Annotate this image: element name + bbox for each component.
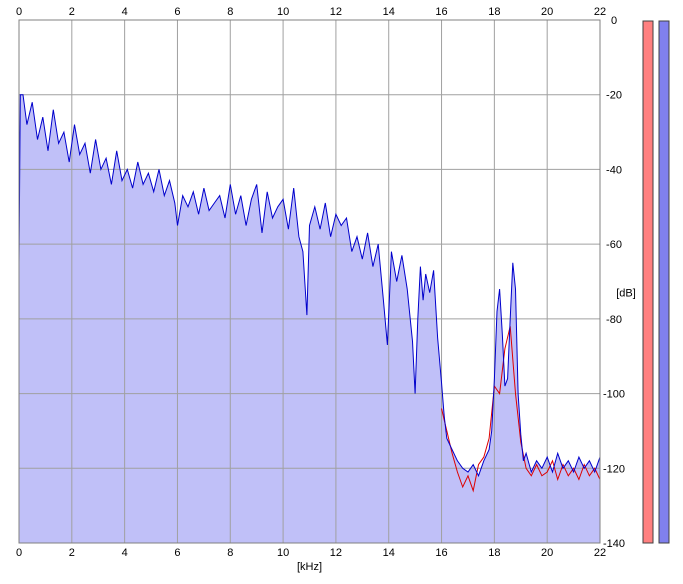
y-tick-label: -140	[603, 538, 625, 550]
y-tick-label: -80	[606, 314, 622, 326]
x-tick-label-top: 10	[277, 6, 289, 18]
x-tick-label-bottom: 14	[383, 547, 395, 559]
x-tick-labels-bottom: 0 2 4 6 8 10 12 14 16 18 20 22	[16, 547, 606, 559]
level-meters	[642, 20, 670, 544]
y-tick-label: -100	[603, 389, 625, 401]
x-tick-label-bottom: 6	[174, 547, 180, 559]
y-tick-label: -40	[606, 164, 622, 176]
spectrum-line-blue	[18, 94, 601, 478]
plot-frame	[18, 19, 601, 544]
y-tick-label: -20	[606, 90, 622, 102]
x-tick-label-top: 18	[488, 6, 500, 18]
x-tick-label-bottom: 8	[227, 547, 233, 559]
x-axis-label: [kHz]	[297, 561, 322, 573]
level-meter-right	[658, 20, 670, 544]
x-tick-label-top: 14	[383, 6, 395, 18]
x-tick-label-top: 8	[227, 6, 233, 18]
y-tick-labels: 0 -20 -40 -60 -80 -100 -120 -140	[603, 15, 625, 550]
x-tick-label-top: 2	[69, 6, 75, 18]
x-tick-label-bottom: 16	[435, 547, 447, 559]
x-tick-label-bottom: 22	[594, 547, 606, 559]
x-tick-labels-top: 0 2 4 6 8 10 12 14 16 18 20 22	[16, 6, 606, 18]
x-tick-label-bottom: 0	[16, 547, 22, 559]
y-axis-label: [dB]	[616, 287, 636, 299]
y-tick-label: -60	[606, 239, 622, 251]
level-meter-left	[642, 20, 654, 544]
spectrum-lines	[18, 94, 601, 493]
x-tick-label-top: 16	[435, 6, 447, 18]
x-tick-label-bottom: 18	[488, 547, 500, 559]
x-tick-label-top: 12	[330, 6, 342, 18]
x-tick-label-bottom: 4	[122, 547, 128, 559]
spectrum-line-red	[441, 326, 601, 493]
x-tick-label-bottom: 12	[330, 547, 342, 559]
x-tick-label-bottom: 20	[541, 547, 553, 559]
x-tick-label-top: 6	[174, 6, 180, 18]
x-tick-label-top: 0	[16, 6, 22, 18]
x-tick-label-bottom: 10	[277, 547, 289, 559]
y-tick-label: 0	[611, 15, 617, 27]
x-tick-label-top: 4	[122, 6, 128, 18]
x-tick-label-top: 20	[541, 6, 553, 18]
y-tick-label: -120	[603, 463, 625, 475]
x-tick-label-top: 22	[594, 6, 606, 18]
x-tick-label-bottom: 2	[69, 547, 75, 559]
